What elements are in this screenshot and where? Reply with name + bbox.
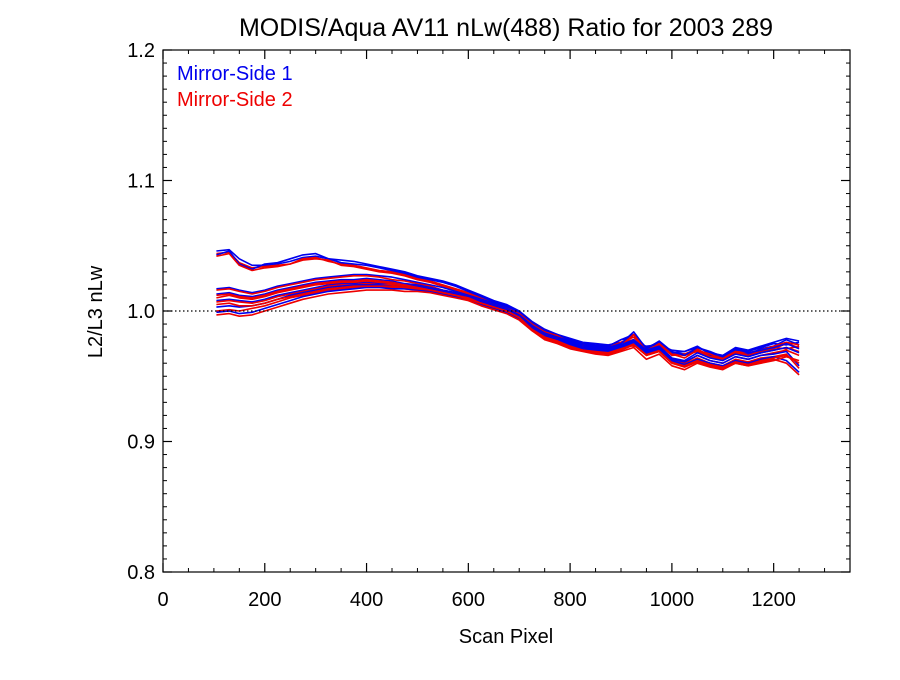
series-line-mirror-side-1 xyxy=(216,286,800,373)
y-tick-label: 1.0 xyxy=(127,301,155,323)
series-line-mirror-side-1 xyxy=(216,277,800,358)
x-tick-label: 400 xyxy=(350,589,383,611)
x-tick-label: 800 xyxy=(553,589,586,611)
y-axis-label: L2/L3 nLw xyxy=(85,265,107,358)
x-tick-label: 600 xyxy=(452,589,485,611)
axis-layer: 0 200 400 600 800 1000 1200 0.8 0.9 1.0 1.1 1.2 xyxy=(127,40,850,611)
legend-entry-mirror-side-1: Mirror-Side 1 xyxy=(177,63,293,85)
legend: Mirror-Side 1 Mirror-Side 2 xyxy=(177,63,293,111)
chart-title: MODIS/Aqua AV11 nLw(488) Ratio for 2003 … xyxy=(239,14,773,42)
x-tick-label: 1200 xyxy=(751,589,796,611)
y-tick-label: 0.8 xyxy=(127,562,155,584)
x-tick-label: 200 xyxy=(248,589,281,611)
legend-entry-mirror-side-2: Mirror-Side 2 xyxy=(177,89,293,111)
y-tick-label: 1.2 xyxy=(127,40,155,62)
x-tick-label: 1000 xyxy=(650,589,695,611)
x-axis-label: Scan Pixel xyxy=(459,626,554,648)
y-tick-label: 1.1 xyxy=(127,171,155,193)
series-line-mirror-side-2 xyxy=(216,289,800,376)
x-tick-label: 0 xyxy=(157,589,168,611)
series-line-mirror-side-2 xyxy=(216,285,800,368)
series-line-mirror-side-1 xyxy=(216,281,800,362)
series-layer xyxy=(216,248,800,376)
y-tick-label: 0.9 xyxy=(127,432,155,454)
